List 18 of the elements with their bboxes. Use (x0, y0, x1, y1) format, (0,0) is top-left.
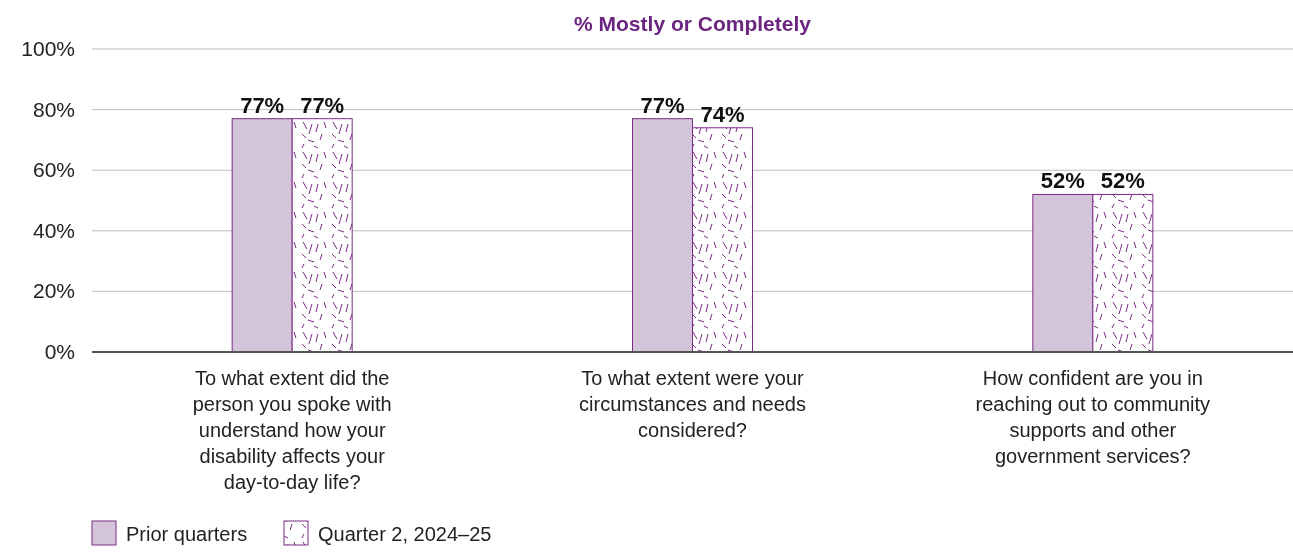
data-label: 77% (240, 92, 285, 118)
y-tick-label: 40% (32, 218, 75, 242)
y-tick-label: 20% (32, 279, 75, 303)
data-label: 52% (1100, 168, 1145, 194)
legend-label: Prior quarters (126, 523, 248, 545)
y-tick-label: 100% (21, 37, 75, 60)
y-tick-label: 80% (32, 97, 75, 121)
y-tick-label: 60% (32, 158, 75, 182)
x-tick-label: How confident are you in reaching out to community supports and other government services? (975, 367, 1211, 467)
data-label: 77% (300, 92, 345, 118)
chart-title: % Mostly or Completely (574, 12, 812, 35)
data-label: 74% (700, 101, 745, 127)
legend-label: Quarter 2, 2024–25 (318, 523, 492, 545)
x-tick-label: To what extent were your circumstances and needs considered? (579, 367, 806, 441)
data-label: 77% (640, 92, 685, 118)
x-tick-label: To what extent did the person you spoke with understand how your disability affects your day-to-day life? (192, 367, 392, 493)
data-label: 52% (1040, 168, 1085, 194)
y-tick-label: 0% (44, 340, 75, 363)
